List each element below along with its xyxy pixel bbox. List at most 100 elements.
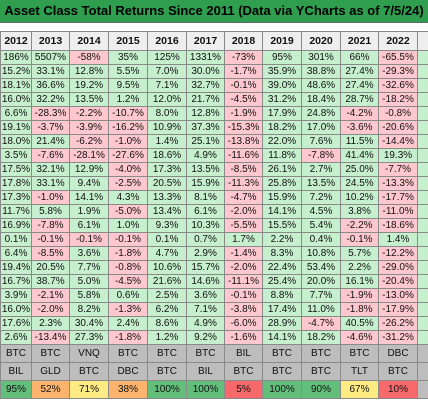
- year-header: 2013: [31, 31, 70, 51]
- return-cell: 20.5%: [147, 176, 187, 191]
- return-cell: 10.8%: [301, 246, 341, 261]
- return-cell: 7.1%: [147, 78, 187, 93]
- return-cell: -2.2%: [69, 106, 109, 121]
- return-cell: 25.1%: [186, 134, 225, 149]
- data-row: 19.4% 20.5% 7.7% -0.8% 10.6% 15.7% -2.0% 22.4% 5…: [0, 260, 428, 275]
- return-cell: 0.1%: [147, 232, 187, 247]
- data-row: 15.2% 33.1% 12.8% 5.5% 7.0% 30.0% -1.7% 35.9% 38…: [0, 64, 428, 79]
- return-cell: -1.9%: [224, 106, 263, 121]
- return-cell: -1.3%: [108, 302, 148, 317]
- return-cell: -11.6%: [224, 148, 263, 163]
- partial-cell: [417, 218, 428, 233]
- return-cell: 15.5%: [262, 218, 302, 233]
- return-cell: -1.8%: [108, 246, 148, 261]
- return-cell: 15.9%: [262, 190, 302, 205]
- return-cell: 8.2%: [69, 302, 109, 317]
- return-cell: 186%: [0, 50, 32, 65]
- return-cell: 1.4%: [378, 232, 418, 247]
- best-asset: BTC: [262, 344, 302, 363]
- return-cell: 16.7%: [0, 274, 32, 289]
- return-cell: -8.5%: [31, 246, 70, 261]
- return-cell: 1.2%: [147, 330, 187, 345]
- return-cell: 19.2%: [69, 78, 109, 93]
- return-cell: 18.6%: [147, 148, 187, 163]
- return-cell: 2.4%: [108, 316, 148, 331]
- partial-cell: [417, 316, 428, 331]
- data-row: 17.5% 32.1% 12.9% -4.0% 17.3% 13.5% -8.5% 26.1%…: [0, 162, 428, 177]
- return-cell: 125%: [147, 50, 187, 65]
- return-cell: 5.0%: [69, 274, 109, 289]
- return-cell: 6.1%: [186, 204, 225, 219]
- return-cell: 35.9%: [262, 64, 302, 79]
- return-cell: 5.8%: [31, 204, 70, 219]
- return-cell: -1.9%: [340, 288, 379, 303]
- return-cell: 12.8%: [69, 64, 109, 79]
- return-cell: -6.0%: [224, 316, 263, 331]
- return-cell: 48.6%: [301, 78, 341, 93]
- return-cell: -6.2%: [69, 134, 109, 149]
- partial-cell: [417, 31, 428, 51]
- partial-cell: [417, 288, 428, 303]
- return-cell: 24.8%: [301, 106, 341, 121]
- return-cell: 17.3%: [0, 190, 32, 205]
- return-cell: 17.5%: [0, 162, 32, 177]
- return-cell: 38.8%: [301, 64, 341, 79]
- return-cell: -3.6%: [340, 120, 379, 135]
- share-cell: 5%: [224, 380, 263, 399]
- return-cell: 13.5%: [69, 92, 109, 107]
- return-cell: 5.8%: [69, 288, 109, 303]
- return-cell: 14.1%: [69, 190, 109, 205]
- return-cell: -0.1%: [69, 232, 109, 247]
- return-cell: 18.2%: [262, 120, 302, 135]
- return-cell: -4.5%: [224, 92, 263, 107]
- return-cell: 30.0%: [186, 64, 225, 79]
- return-cell: -20.4%: [378, 274, 418, 289]
- return-cell: 18.4%: [301, 92, 341, 107]
- return-cell: 6.2%: [147, 302, 187, 317]
- worst-asset: DBC: [108, 362, 148, 381]
- share-cell: 52%: [31, 380, 70, 399]
- partial-cell: [417, 190, 428, 205]
- return-cell: -0.1%: [340, 232, 379, 247]
- return-cell: 11.8%: [262, 148, 302, 163]
- return-cell: -17.7%: [378, 190, 418, 205]
- return-cell: 2.7%: [301, 162, 341, 177]
- return-cell: 13.4%: [147, 204, 187, 219]
- return-cell: 7.6%: [301, 134, 341, 149]
- return-cell: -1.8%: [108, 330, 148, 345]
- return-cell: 15.9%: [186, 176, 225, 191]
- return-cell: 40.5%: [340, 316, 379, 331]
- return-cell: 16.9%: [0, 218, 32, 233]
- return-cell: 17.6%: [0, 316, 32, 331]
- return-cell: 17.9%: [262, 106, 302, 121]
- partial-cell: [417, 50, 428, 65]
- return-cell: 31.2%: [262, 92, 302, 107]
- return-cell: 22.4%: [262, 260, 302, 275]
- return-cell: -18.6%: [378, 218, 418, 233]
- return-cell: -28.1%: [69, 148, 109, 163]
- worst-asset: BTC: [378, 362, 418, 381]
- return-cell: 4.9%: [186, 148, 225, 163]
- share-cell: 100%: [186, 380, 225, 399]
- year-header: 2019: [262, 31, 302, 51]
- return-cell: 1.0%: [108, 218, 148, 233]
- return-cell: 5.4%: [301, 218, 341, 233]
- data-row: 16.7% 38.7% 5.0% -4.5% 21.6% 14.6% -11.1% 25.4%…: [0, 274, 428, 289]
- year-header: 2016: [147, 31, 187, 51]
- partial-cell: [417, 362, 428, 381]
- return-cell: -14.4%: [378, 134, 418, 149]
- return-cell: 3.5%: [0, 148, 32, 163]
- return-cell: 5.5%: [108, 64, 148, 79]
- share-cell: 71%: [69, 380, 109, 399]
- return-cell: 2.2%: [262, 232, 302, 247]
- best-asset: VNQ: [69, 344, 109, 363]
- return-cell: -28.3%: [31, 106, 70, 121]
- return-cell: -17.9%: [378, 302, 418, 317]
- return-cell: 32.1%: [31, 162, 70, 177]
- share-cell: 67%: [340, 380, 379, 399]
- return-cell: 8.1%: [186, 190, 225, 205]
- return-cell: 27.4%: [340, 78, 379, 93]
- return-cell: 25.8%: [262, 176, 302, 191]
- return-cell: 21.6%: [147, 274, 187, 289]
- data-row: 186% 5507% -58% 35% 125% 1331% -73% 95% 301% 66% -…: [0, 50, 428, 65]
